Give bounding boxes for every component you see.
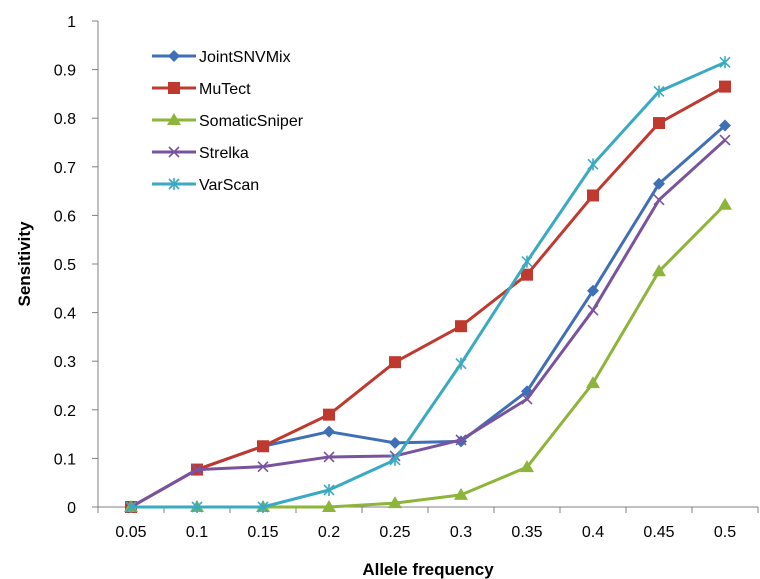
y-tick-label: 0.2 (54, 403, 76, 420)
data-point-mutect (653, 117, 665, 130)
legend-label-somaticsniper: SomaticSniper (199, 113, 304, 130)
data-point-mutect (587, 189, 599, 202)
y-tick-label: 0.7 (54, 160, 76, 177)
y-axis-title: Sensitivity (15, 221, 34, 307)
legend-entry-mutect: MuTect (152, 81, 251, 98)
x-tick-label: 0.05 (115, 524, 146, 541)
data-point-varscan (653, 85, 665, 98)
data-point-varscan (455, 357, 467, 370)
legend: JointSNVMix MuTect SomaticSniper Strelka Var… (152, 49, 304, 194)
legend-label-jointsnvmix: JointSNVMix (199, 49, 291, 66)
data-point-jointsnvmix (719, 119, 731, 132)
data-point-jointsnvmix (389, 436, 401, 449)
data-point-strelka (587, 304, 599, 316)
y-tick-label: 0.4 (54, 306, 76, 323)
series-varscan (125, 56, 731, 513)
legend-entry-somaticsniper: SomaticSniper (152, 113, 304, 130)
data-point-mutect (521, 268, 533, 281)
legend-marker-strelka (168, 146, 180, 158)
legend-marker-mutect (168, 82, 180, 94)
series-line-strelka (130, 138, 727, 509)
data-point-jointsnvmix (653, 177, 665, 190)
data-point-varscan (323, 483, 335, 496)
data-point-mutect (323, 408, 335, 421)
legend-entry-jointsnvmix: JointSNVMix (152, 49, 291, 66)
data-point-somaticsniper (586, 376, 600, 389)
data-point-somaticsniper (520, 460, 534, 473)
legend-label-mutect: MuTect (199, 81, 251, 98)
data-point-somaticsniper (454, 487, 468, 500)
data-point-strelka (455, 434, 467, 446)
x-axis-title: Allele frequency (362, 560, 494, 579)
data-point-varscan (191, 501, 203, 513)
data-point-varscan (587, 158, 599, 171)
y-tick-label: 1 (67, 14, 76, 31)
legend-marker-jointsnvmix (168, 50, 180, 62)
y-tick-label: 0.9 (54, 63, 76, 80)
x-tick-label: 0.2 (318, 524, 340, 541)
data-point-strelka (257, 461, 269, 473)
x-tick-label: 0.25 (379, 524, 410, 541)
y-tick-label: 0.3 (54, 354, 76, 371)
y-tick-label: 0 (67, 500, 76, 517)
x-tick-label: 0.5 (714, 524, 736, 541)
data-point-mutect (389, 356, 401, 369)
x-tick-label: 0.15 (247, 524, 278, 541)
series-line-varscan (131, 60, 726, 509)
data-point-varscan (521, 255, 533, 268)
data-point-mutect (719, 80, 731, 93)
data-point-strelka (191, 464, 203, 476)
data-point-strelka (521, 393, 533, 405)
legend-entry-strelka: Strelka (152, 145, 249, 162)
x-tick-labels: 0.05 0.1 0.15 0.2 0.25 0.3 0.35 0.4 0.45 0.5 (115, 524, 736, 541)
legend-marker-varscan (168, 178, 180, 190)
y-tick-label: 0.5 (54, 257, 76, 274)
series-line-mutect (130, 85, 726, 509)
legend-label-varscan: VarScan (199, 177, 259, 194)
legend-label-strelka: Strelka (199, 145, 249, 162)
x-tick-label: 0.4 (582, 524, 604, 541)
data-point-strelka (323, 451, 335, 463)
y-tick-label: 0.6 (54, 208, 76, 225)
y-tick-label: 0.1 (54, 451, 76, 468)
data-point-varscan (389, 453, 401, 466)
x-tick-label: 0.35 (511, 524, 542, 541)
data-point-varscan (257, 501, 269, 513)
series-group (124, 56, 732, 513)
data-point-somaticsniper (322, 500, 336, 512)
x-tick-label: 0.1 (186, 524, 208, 541)
x-tick-label: 0.3 (450, 524, 472, 541)
y-tick-label: 0.8 (54, 111, 76, 128)
data-point-mutect (257, 440, 269, 453)
data-point-strelka (653, 194, 665, 206)
data-point-mutect (455, 320, 467, 333)
data-point-jointsnvmix (587, 284, 599, 297)
data-point-somaticsniper (718, 197, 732, 210)
data-point-somaticsniper (652, 264, 666, 277)
data-point-varscan (125, 501, 137, 513)
legend-marker-somaticsniper (167, 113, 181, 125)
series-somaticsniper (124, 197, 732, 512)
legend-entry-varscan: VarScan (152, 177, 259, 194)
data-point-strelka (719, 134, 731, 146)
data-point-jointsnvmix (323, 425, 335, 438)
data-point-varscan (719, 56, 731, 69)
x-tick-label: 0.45 (643, 524, 674, 541)
data-point-somaticsniper (388, 496, 402, 509)
y-tick-labels: 0 0.1 0.2 0.3 0.4 0.5 0.6 0.7 0.8 0.9 1 (54, 14, 76, 517)
